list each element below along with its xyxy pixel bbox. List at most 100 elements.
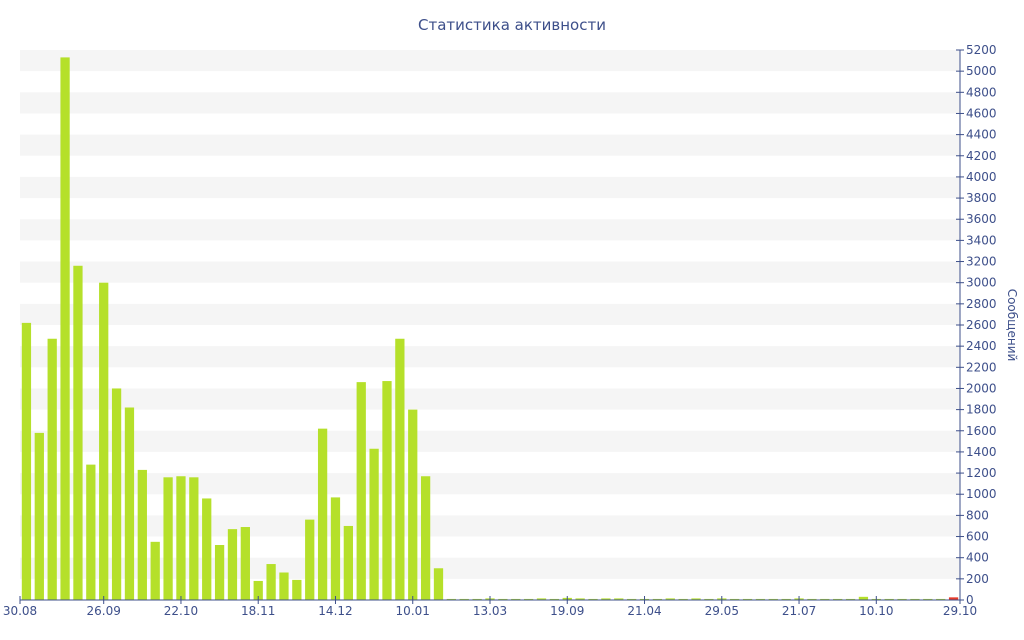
y-tick-label: 0: [966, 593, 974, 607]
bar: [433, 568, 444, 600]
x-tick-label: 14.12: [318, 604, 352, 618]
bar: [253, 580, 263, 600]
x-tick-label: 18.11: [241, 604, 275, 618]
bar: [214, 545, 225, 600]
y-tick-label: 600: [966, 530, 989, 544]
y-tick-label: 1400: [966, 445, 997, 459]
bar: [498, 598, 508, 600]
bar: [395, 338, 405, 600]
y-tick-label: 4400: [966, 128, 997, 142]
bar: [845, 598, 856, 600]
x-tick-label: 30.08: [3, 604, 37, 618]
bar: [536, 598, 547, 600]
bar: [266, 564, 276, 600]
x-tick-label: 22.10: [164, 604, 198, 618]
bar: [137, 469, 147, 600]
y-tick-label: 2000: [966, 381, 997, 395]
y-tick-label: 3800: [966, 191, 997, 205]
grid-band: [20, 557, 960, 579]
x-tick-label: 19.09: [550, 604, 584, 618]
bar: [627, 598, 637, 600]
grid-band: [20, 430, 960, 452]
grid-band: [20, 176, 960, 199]
y-tick-label: 800: [966, 508, 989, 522]
bar: [189, 477, 199, 600]
bar: [60, 57, 70, 600]
bar: [588, 598, 598, 600]
y-tick-label: 5200: [966, 43, 997, 57]
bar: [408, 409, 418, 600]
y-tick-label: 4600: [966, 106, 997, 120]
bar: [21, 322, 32, 600]
bar: [742, 598, 753, 600]
grid-band: [20, 92, 960, 114]
y-tick-label: 400: [966, 551, 989, 565]
y-tick-label: 4800: [966, 85, 997, 99]
chart-title: Статистика активности: [418, 16, 606, 34]
bar: [330, 497, 341, 600]
bar: [420, 476, 431, 600]
bar: [768, 598, 778, 600]
y-tick-label: 3600: [966, 212, 997, 226]
bar: [279, 572, 289, 600]
x-tick-label: 10.01: [396, 604, 430, 618]
grid-band: [20, 50, 960, 72]
bar: [884, 598, 894, 600]
x-tick-label: 29.10: [943, 604, 977, 618]
bar: [176, 476, 186, 600]
bar: [356, 382, 366, 600]
bar: [86, 464, 96, 600]
bar: [833, 598, 843, 600]
bar: [923, 598, 933, 600]
bar: [99, 282, 109, 600]
bar: [678, 598, 688, 600]
bar: [240, 527, 250, 600]
x-tick-label: 29.05: [705, 604, 739, 618]
bar: [305, 519, 315, 600]
bar: [511, 598, 521, 600]
bar: [343, 525, 353, 600]
bar: [523, 598, 534, 600]
bar: [897, 598, 907, 600]
x-tick-label: 10.10: [859, 604, 893, 618]
x-tick-label: 21.07: [782, 604, 816, 618]
bar: [807, 598, 817, 600]
bar: [614, 598, 624, 600]
y-tick-label: 1000: [966, 487, 997, 501]
bar: [202, 498, 212, 600]
bar: [781, 598, 791, 600]
bar: [150, 541, 160, 600]
bar: [227, 529, 238, 600]
y-tick-label: 1600: [966, 424, 997, 438]
bar: [73, 265, 83, 600]
bar: [858, 596, 869, 600]
grid-band: [20, 134, 960, 156]
y-tick-label: 2400: [966, 339, 997, 353]
grid-band: [20, 346, 960, 368]
grid-band: [20, 473, 960, 495]
y-tick-label: 2600: [966, 318, 997, 332]
bar: [124, 407, 135, 600]
bar: [34, 432, 44, 600]
y-tick-label: 1200: [966, 466, 997, 480]
bar: [601, 598, 611, 600]
x-tick-label: 26.09: [87, 604, 121, 618]
bar: [704, 598, 714, 600]
y-tick-label: 2800: [966, 297, 997, 311]
bar: [691, 598, 701, 600]
bar: [549, 598, 560, 600]
bar: [910, 598, 920, 600]
y-tick-label: 5000: [966, 64, 997, 78]
bar: [317, 428, 328, 600]
bar: [472, 598, 482, 600]
bar: [446, 598, 456, 600]
y-tick-label: 3000: [966, 276, 997, 290]
grid-band: [20, 303, 960, 325]
grid-band: [20, 219, 960, 241]
y-tick-label: 200: [966, 572, 989, 586]
grid-band: [20, 261, 960, 283]
bar: [652, 598, 663, 600]
x-tick-label: 13.03: [473, 604, 507, 618]
